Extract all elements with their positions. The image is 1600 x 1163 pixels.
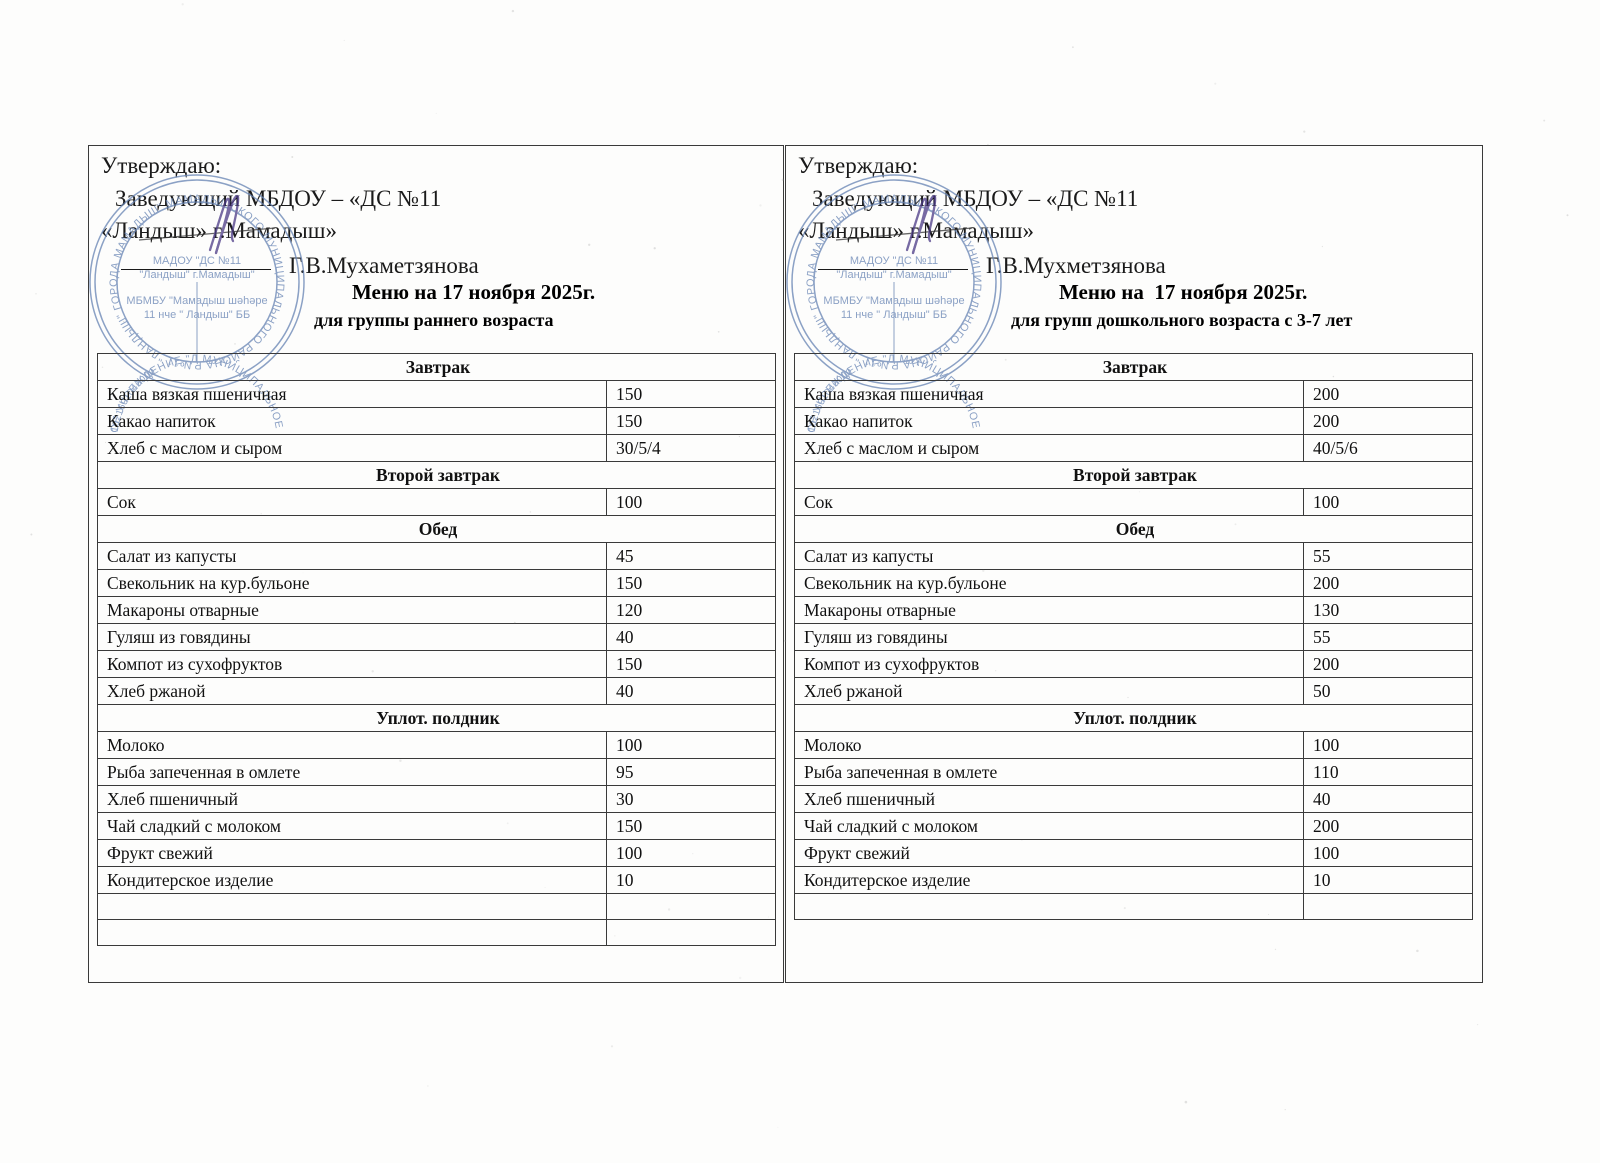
svg-text:МАДОУ "ДС №11: МАДОУ "ДС №11 <box>153 255 241 267</box>
svg-text:11 нче " Ландыш" ББ: 11 нче " Ландыш" ББ <box>841 309 947 321</box>
svg-text:МБМБУ "Мамадыш шәhәре: МБМБУ "Мамадыш шәhәре <box>823 295 964 307</box>
svg-text:11 нче " Ландыш" ББ: 11 нче " Ландыш" ББ <box>144 309 250 321</box>
svg-text:"Ландыш" г.Мамадыш": "Ландыш" г.Мамадыш" <box>139 269 254 281</box>
svg-text:"Ландыш" г.Мамадыш": "Ландыш" г.Мамадыш" <box>836 269 951 281</box>
svg-text:МБМБУ "Мамадыш шәhәре: МБМБУ "Мамадыш шәhәре <box>126 295 267 307</box>
svg-text:МАДОУ "ДС №11: МАДОУ "ДС №11 <box>850 255 938 267</box>
svg-text:№11 "ЛАНДЫШ" ГОРОДА МАМАДЫШ" М: №11 "ЛАНДЫШ" ГОРОДА МАМАДЫШ" МАМАДЫШСКОГ… <box>744 132 983 371</box>
svg-text:№11 "ЛАНДЫШ" ГОРОДА МАМАДЫШ" М: №11 "ЛАНДЫШ" ГОРОДА МАМАДЫШ" МАМАДЫШСКОГ… <box>47 132 286 371</box>
